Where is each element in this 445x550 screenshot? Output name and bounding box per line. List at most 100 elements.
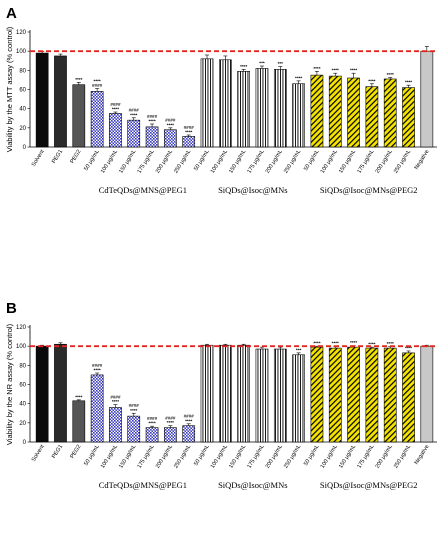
bar <box>365 86 379 148</box>
significance-label: #### <box>110 102 121 107</box>
y-axis-label: Viability by the NR assay (% control) <box>5 323 14 445</box>
bar <box>182 136 196 148</box>
group-label: SiQDs@Isoc@MNs <box>218 480 288 490</box>
x-tick-label: 175 μg/mL <box>356 444 375 470</box>
panel-b: B Viability by the NR assay (% control) 0 2… <box>5 300 437 490</box>
y-tick-label: 80 <box>19 68 26 74</box>
bar <box>164 427 177 443</box>
significance-label: **** <box>75 77 82 82</box>
significance-label: **** <box>130 112 137 117</box>
x-tick-label: PEG1 <box>51 444 64 460</box>
bar <box>292 83 305 148</box>
y-tick-label: 20 <box>19 126 26 132</box>
group-label: SiQDs@Isoc@MNs@PEG2 <box>320 185 418 195</box>
y-tick-label: 40 <box>19 402 26 408</box>
bar <box>200 58 214 148</box>
significance-label: *** <box>278 61 284 66</box>
y-tick-label: 120 <box>16 30 27 36</box>
panel-letter: B <box>6 300 17 317</box>
bar <box>255 68 269 148</box>
bar <box>145 126 159 148</box>
bar <box>35 52 49 148</box>
bar <box>402 87 415 148</box>
bar <box>420 50 434 148</box>
x-tick-label: 50 μg/mL <box>303 149 321 172</box>
significance-label: #### <box>92 363 103 368</box>
x-tick-label: 100 μg/mL <box>210 444 229 470</box>
significance-label: **** <box>313 341 320 346</box>
bar <box>347 346 360 443</box>
significance-label: #### <box>165 118 176 123</box>
bar <box>54 343 67 443</box>
bar <box>145 427 159 443</box>
significance-label: **** <box>350 68 357 73</box>
significance-label: **** <box>387 72 394 77</box>
panel-letter: A <box>6 5 17 22</box>
x-tick-label: 250 μg/mL <box>283 149 302 175</box>
panel-a: A Viability by the MTT assay (% control) 0… <box>5 5 437 195</box>
significance-label: **** <box>130 408 137 413</box>
bar <box>127 415 141 443</box>
significance-label: **** <box>75 394 82 399</box>
x-tick-label: 150 μg/mL <box>338 149 357 175</box>
significance-label: #### <box>92 83 103 88</box>
x-tick-label: 100 μg/mL <box>210 149 229 175</box>
bar <box>127 119 141 148</box>
x-tick-label: 200 μg/mL <box>375 444 394 470</box>
significance-label: **** <box>185 418 192 423</box>
x-tick-label: 50 μg/mL <box>193 444 211 467</box>
significance-label: #### <box>184 125 195 130</box>
bar <box>365 347 379 443</box>
x-tick-label: 200 μg/mL <box>375 149 394 175</box>
y-tick-label: 120 <box>16 325 27 331</box>
bar <box>383 347 397 443</box>
x-tick-label: 250 μg/mL <box>393 444 412 470</box>
x-tick-label: 250 μg/mL <box>173 444 192 470</box>
significance-label: **** <box>368 78 375 83</box>
bar <box>310 74 324 148</box>
significance-label: **** <box>405 80 412 85</box>
significance-label: **** <box>94 368 101 373</box>
significance-label: **** <box>112 107 119 112</box>
y-tick-label: 100 <box>16 344 27 350</box>
x-tick-label: 200 μg/mL <box>155 149 174 175</box>
bar <box>255 348 269 443</box>
significance-label: *** <box>259 61 265 66</box>
bar <box>54 55 67 148</box>
bar <box>347 77 360 148</box>
x-tick-label: Negative <box>414 149 431 171</box>
x-tick-label: PEG2 <box>69 444 82 460</box>
bar <box>383 78 397 148</box>
significance-label: **** <box>240 64 247 69</box>
significance-label: **** <box>148 119 155 124</box>
x-tick-label: 250 μg/mL <box>393 149 412 175</box>
y-axis-label: Viability by the MTT assay (% control) <box>5 26 14 152</box>
x-tick-label: 100 μg/mL <box>320 444 339 470</box>
significance-label: #### <box>184 414 195 419</box>
significance-label: #### <box>129 108 140 113</box>
x-tick-label: 200 μg/mL <box>155 444 174 470</box>
y-tick-label: 80 <box>19 363 26 369</box>
significance-label: #### <box>165 416 176 421</box>
significance-label: **** <box>387 341 394 346</box>
x-tick-label: 150 μg/mL <box>118 444 137 470</box>
x-tick-label: 50 μg/mL <box>193 149 211 172</box>
bar <box>109 113 122 148</box>
bar <box>182 425 196 443</box>
y-tick-label: 20 <box>19 421 26 427</box>
significance-label: **** <box>167 122 174 127</box>
significance-label: **** <box>185 130 192 135</box>
bar <box>218 344 232 443</box>
x-tick-label: 175 μg/mL <box>247 444 266 470</box>
x-tick-label: 200 μg/mL <box>265 444 284 470</box>
group-label: SiQDs@Isoc@MNs@PEG2 <box>320 480 418 490</box>
bar <box>292 354 305 443</box>
significance-label: #### <box>147 416 158 421</box>
group-label: SiQDs@Isoc@MNs <box>218 185 288 195</box>
x-tick-label: 250 μg/mL <box>283 444 302 470</box>
bar <box>72 400 86 443</box>
bar <box>35 345 49 443</box>
x-tick-label: 175 μg/mL <box>356 149 375 175</box>
x-tick-label: 100 μg/mL <box>100 444 119 470</box>
